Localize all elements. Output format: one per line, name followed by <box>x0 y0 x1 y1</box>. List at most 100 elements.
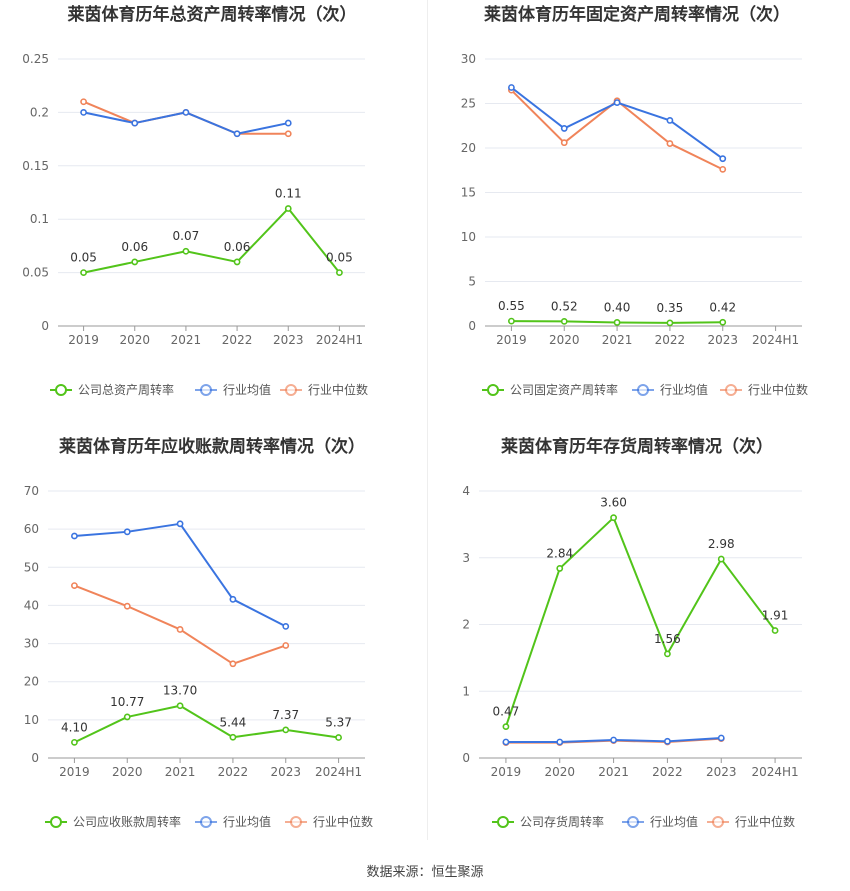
legend-label-company: 公司应收账款周转率 <box>73 814 181 829</box>
data-point-company <box>502 723 510 731</box>
chart-title: 莱茵体育历年应收账款周转率情况（次） <box>59 436 365 457</box>
data-point-avg <box>560 125 568 132</box>
data-point-median <box>284 130 292 138</box>
legend-marker-company <box>50 816 62 828</box>
legend-marker-company <box>497 816 509 828</box>
data-point-median <box>123 602 131 610</box>
legend-label-median: 行业中位数 <box>313 814 373 829</box>
data-point-company <box>176 702 184 710</box>
data-label: 2.84 <box>546 546 573 560</box>
data-label: 0.40 <box>604 300 631 314</box>
data-point-company <box>71 738 78 746</box>
y-tick-label: 30 <box>24 637 39 651</box>
legend-label-avg: 行业均值 <box>223 814 271 829</box>
chart-title: 莱茵体育历年存货周转率情况（次） <box>501 436 773 457</box>
series-line-company <box>504 516 776 727</box>
data-label: 0.05 <box>70 251 97 265</box>
data-point-company <box>131 258 139 266</box>
x-tick-label: 2021 <box>171 333 202 347</box>
chart-inventory-turnover: 莱茵体育历年存货周转率情况（次） 0 1 2 3 4 2019 2020 2021 2022 202… <box>462 436 802 829</box>
data-label: 0.42 <box>709 300 736 314</box>
legend-marker-avg <box>200 384 212 396</box>
data-point-company <box>80 269 87 276</box>
chart-panel-receivables-turnover: 莱茵体育历年应收账款周转率情况（次） 0 10 20 30 40 50 60 70 2019 202… <box>0 432 425 864</box>
legend-label-avg: 行业均值 <box>660 382 708 397</box>
legend-marker-median <box>712 816 724 828</box>
x-tick-label: 2021 <box>602 333 633 347</box>
data-point-company <box>664 650 671 658</box>
legend-marker-avg <box>200 816 212 828</box>
chart-panel-total-asset-turnover: 莱茵体育历年总资产周转率情况（次） 0 0.05 0.1 0.15 0.2 0.25 2019… <box>0 0 425 432</box>
data-label: 7.37 <box>272 708 299 722</box>
x-tick-label: 2019 <box>491 765 522 779</box>
data-point-avg <box>123 528 131 536</box>
data-point-company <box>182 247 190 255</box>
y-tick-label: 20 <box>461 141 476 155</box>
y-tick-label: 25 <box>461 97 476 111</box>
data-label: 0.05 <box>326 251 353 265</box>
data-point-company <box>336 269 343 276</box>
data-point-avg <box>719 155 727 163</box>
y-tick-label: 0 <box>41 319 49 333</box>
legend-label-company: 公司存货周转率 <box>520 814 604 829</box>
x-tick-label: 2019 <box>496 333 527 347</box>
legend-label-avg: 行业均值 <box>650 814 698 829</box>
y-tick-label: 0 <box>31 751 39 765</box>
chart-title: 莱茵体育历年总资产周转率情况（次） <box>68 4 357 25</box>
data-point-company <box>717 555 725 563</box>
y-tick-label: 0.25 <box>22 52 49 66</box>
y-tick-label: 0 <box>468 319 476 333</box>
y-tick-label: 10 <box>461 230 476 244</box>
data-label: 5.37 <box>325 716 352 730</box>
data-point-avg <box>610 736 617 744</box>
data-label: 4.10 <box>61 720 88 734</box>
legend-marker-avg <box>637 384 649 396</box>
legend-label-median: 行业中位数 <box>308 382 368 397</box>
data-label: 0.06 <box>224 240 251 254</box>
y-tick-label: 1 <box>462 684 470 698</box>
x-tick-label: 2022 <box>222 333 253 347</box>
y-tick-label: 0.05 <box>22 266 49 280</box>
x-tick-label: 2019 <box>59 765 90 779</box>
data-point-avg <box>502 738 510 746</box>
x-tick-label: 2020 <box>112 765 143 779</box>
data-label: 0.11 <box>275 187 302 201</box>
legend-marker-median <box>725 384 737 396</box>
x-tick-label: 2021 <box>598 765 629 779</box>
data-point-median <box>666 140 674 147</box>
data-point-company <box>613 319 621 326</box>
data-label: 1.91 <box>762 609 789 623</box>
data-point-avg <box>556 738 564 746</box>
y-tick-label: 50 <box>24 560 39 574</box>
data-point-company <box>610 514 617 522</box>
chart-receivables-turnover: 莱茵体育历年应收账款周转率情况（次） 0 10 20 30 40 50 60 70 2019 202… <box>24 436 373 829</box>
y-tick-label: 15 <box>461 186 476 200</box>
data-point-company <box>233 258 241 266</box>
y-tick-label: 20 <box>24 675 39 689</box>
x-tick-label: 2023 <box>270 765 301 779</box>
data-point-avg <box>664 737 671 745</box>
data-point-median <box>560 139 568 147</box>
chart-panel-inventory-turnover: 莱茵体育历年存货周转率情况（次） 0 1 2 3 4 2019 2020 2021 2022 202… <box>425 432 850 864</box>
data-point-company <box>335 734 342 741</box>
data-point-company <box>666 319 674 327</box>
legend-marker-median <box>285 384 297 396</box>
y-tick-label: 0.15 <box>22 159 49 173</box>
panel-divider <box>427 0 428 840</box>
series-line-company <box>73 704 339 744</box>
y-tick-label: 0.2 <box>30 105 49 119</box>
x-tick-label: 2022 <box>655 333 686 347</box>
chart-total-asset-turnover: 莱茵体育历年总资产周转率情况（次） 0 0.05 0.1 0.15 0.2 0.25 2019… <box>22 4 368 397</box>
y-tick-label: 40 <box>24 598 39 612</box>
data-point-median <box>80 98 87 106</box>
chart-fixed-asset-turnover: 莱茵体育历年固定资产周转率情况（次） 0 5 10 15 20 25 30 2019 2020 20… <box>461 4 808 397</box>
data-point-median <box>719 165 727 173</box>
data-point-company <box>123 713 131 721</box>
data-point-avg <box>508 84 515 91</box>
data-point-company <box>771 627 779 634</box>
x-tick-label: 2020 <box>549 333 580 347</box>
data-point-avg <box>71 532 78 540</box>
data-label: 5.44 <box>220 715 247 729</box>
data-point-avg <box>182 109 190 116</box>
x-tick-label: 2024H1 <box>315 765 362 779</box>
